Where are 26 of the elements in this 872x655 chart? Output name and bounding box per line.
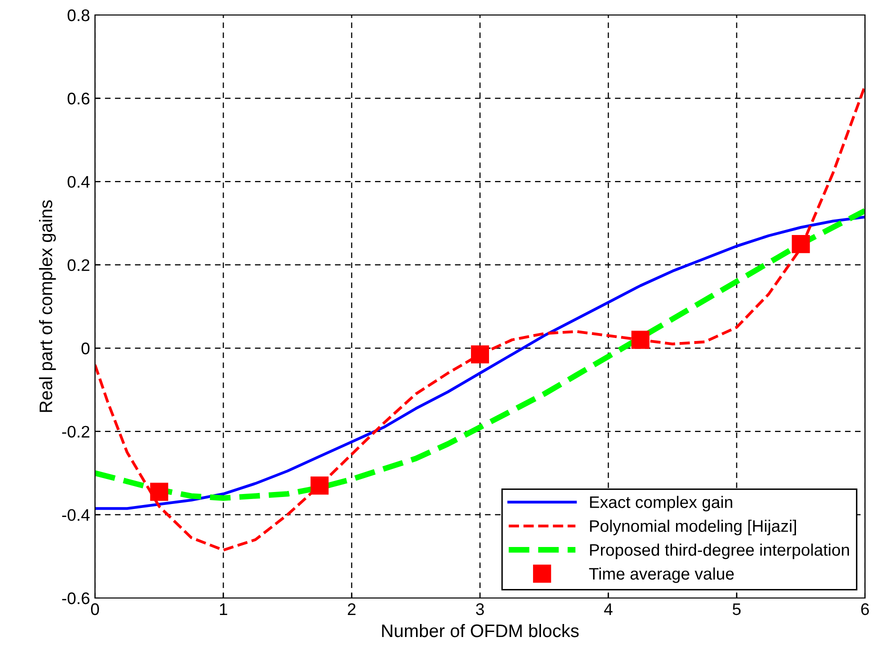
point (310, 476, 329, 495)
point (792, 235, 810, 254)
point (631, 330, 650, 349)
y-tick-label: -0.6 (62, 592, 90, 604)
x-tick-label: 6 (861, 603, 869, 616)
point (470, 345, 490, 364)
x-tick-label: 2 (348, 603, 356, 615)
x-tick-label: 1 (220, 603, 228, 615)
y-tick-label: 0.2 (68, 259, 90, 272)
y-tick-label: 0 (82, 342, 90, 354)
y-tick-label: 0.8 (68, 9, 90, 22)
y-tick-label: 0.4 (68, 176, 90, 188)
legend-label: Time average value (589, 567, 734, 583)
x-axis-title: Number of OFDM blocks (382, 624, 579, 638)
point (150, 482, 168, 501)
legend-label: Exact complex gain (590, 496, 732, 512)
x-tick-label: 5 (732, 603, 741, 616)
x-tick-label: 4 (604, 603, 612, 615)
y-tick-label: -0.2 (62, 426, 90, 438)
x-tick-label: 0 (91, 603, 99, 616)
y-tick-label: 0.6 (68, 92, 90, 104)
legend-label: Proposed third-degree interpolation (590, 544, 849, 560)
y-axis-title: Real part of complex gains (39, 200, 56, 412)
y-tick-label: -0.4 (62, 509, 90, 521)
x-tick-label: 3 (476, 603, 484, 616)
legend-label: Polynomial modeling [Hijazi] (590, 520, 796, 536)
